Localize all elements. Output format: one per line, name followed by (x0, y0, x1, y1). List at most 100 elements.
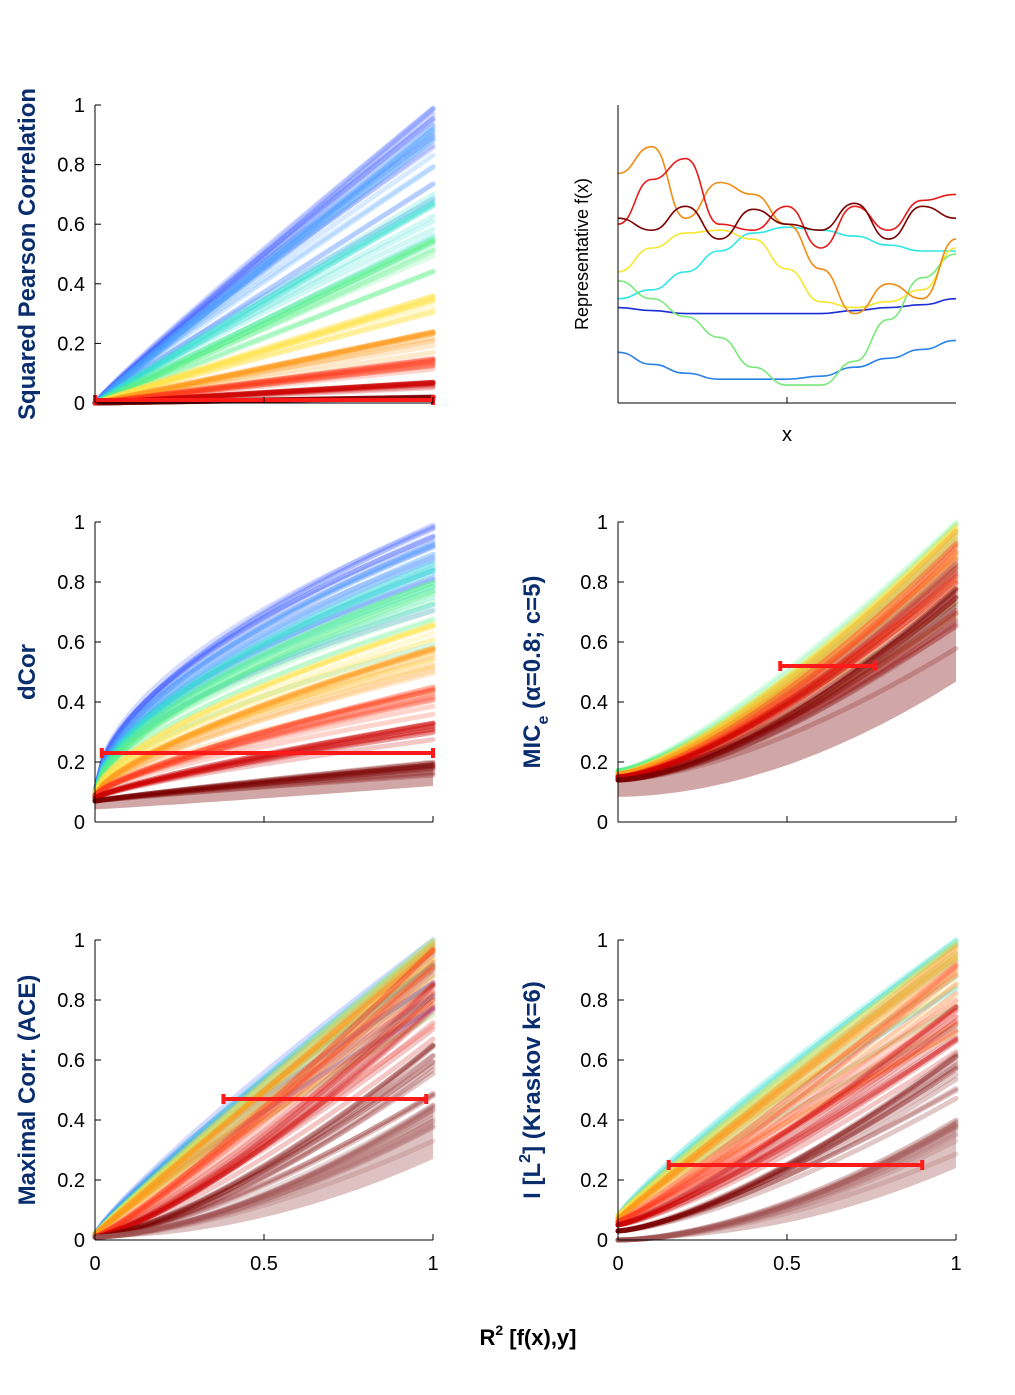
pearson-series-light-blue-curve-7 (92, 127, 436, 406)
mic-series-green-curve-8 (615, 569, 959, 774)
dcor-series-red-curve-11 (92, 703, 436, 798)
mi-series-yellow-curve-2 (615, 954, 959, 1219)
dcor-series-red-curve-12 (92, 684, 436, 798)
pearson-series-yellow-curve-4 (92, 298, 436, 406)
pearson-series-yellow-curve-10 (92, 310, 436, 406)
dcor-series-orange-curve-10 (92, 664, 436, 798)
pearson-series-yellow-curve-7 (92, 297, 436, 406)
shared-x-axis-label-rest: [f(x),y] (503, 1325, 576, 1350)
dcor-series-blue-curve-2 (92, 534, 436, 795)
ace-series-dark-red-curve-8 (92, 1005, 436, 1240)
mi-xtick-label-2: 1 (950, 1253, 961, 1275)
mic-ytick-label-1: 0.2 (580, 752, 608, 774)
mi-series-maroon-light-curve-11 (615, 1121, 959, 1243)
dcor-series-red-curve-8 (92, 693, 436, 798)
mic-series-maroon-curve-0 (615, 585, 959, 783)
mi-series-red-curve-13 (615, 1004, 959, 1225)
mic-series-dark-red-curve-13 (615, 610, 959, 780)
dcor-series-blue-curve-3 (92, 524, 436, 795)
ace-series-cyan-curve-1 (92, 941, 436, 1237)
mic-ytick-label-0: 0 (597, 812, 608, 834)
pearson-series-cyan-curve-1 (92, 195, 436, 406)
dcor-series-maroon-curve-9 (92, 762, 436, 804)
mi-y-axis-label-sup: 2 (517, 1154, 534, 1163)
mi-series-maroon-curve-6 (615, 1064, 959, 1234)
dcor-series-red-curve-13 (92, 711, 436, 798)
dcor-series-maroon-curve-7 (92, 765, 436, 804)
mi-series-red-curve-10 (615, 1026, 959, 1225)
ace-series-orange-curve-1 (92, 947, 436, 1237)
pearson-series-cyan-curve-5 (92, 203, 436, 406)
mic-series-dark-red-curve-1 (615, 566, 959, 780)
panel-pearson: 0 0.2 0.4 0.6 0.8 1 Squared Pearson Correlatio… (14, 88, 436, 420)
mic-series-maroon-curve-4 (615, 604, 959, 783)
ace-series-dark-red-curve-4 (92, 1004, 436, 1240)
ace-series-maroon-light-curve-2 (92, 1103, 436, 1240)
ace-series-red-curve-8 (92, 997, 436, 1240)
pearson-series-red-curve-3 (92, 358, 436, 406)
pearson-series-cyan-curve-12 (92, 226, 436, 406)
ace-series-yellow-curve-3 (92, 945, 436, 1237)
mi-series-maroon-curve-7 (615, 1076, 959, 1234)
panel-dcor: 0 0.2 0.4 0.6 0.8 1 dCor (14, 512, 436, 834)
mi-series-maroon-light-curve-9 (615, 1124, 959, 1243)
dcor-series-green-curve-12 (92, 583, 436, 795)
ace-series-dark-red-curve-9 (92, 1020, 436, 1240)
ace-series-yellow-curve-4 (92, 956, 436, 1237)
dcor-ytick-label-4: 0.8 (57, 572, 85, 594)
dcor-series-cyan-curve-9 (92, 588, 436, 795)
pearson-series-light-blue-curve-9 (92, 152, 436, 406)
pearson-series-orange-curve-10 (92, 338, 436, 406)
pearson-series-blue-curve-4 (92, 122, 436, 406)
ace-series-yellow-curve-0 (92, 937, 436, 1237)
ace-series-maroon-curve-5 (92, 1058, 436, 1240)
pearson-series-cyan-curve-7 (92, 219, 436, 406)
mic-y-axis-label-rest: (α=0.8; c=5) (519, 575, 546, 715)
mic-series-green-curve-0 (615, 519, 959, 774)
dcor-series-maroon-curve-12 (92, 766, 436, 804)
mi-series-orange-curve-0 (615, 943, 959, 1222)
dcor-series-cyan-curve-0 (92, 561, 436, 795)
ace-series-red-curve-7 (92, 951, 436, 1240)
mic-series-yellow-curve-4 (615, 532, 959, 777)
pearson-series-red-curve-10 (92, 361, 436, 406)
dcor-series-green-curve-11 (92, 587, 436, 795)
pearson-series-light-blue-curve-3 (92, 132, 436, 406)
mi-series-orange-curve-8 (615, 959, 959, 1222)
panel-mi: 0 0.2 0.4 0.6 0.8 1 0 0.5 1 I [L2] (Kraskov k=6) (517, 930, 962, 1275)
pearson-series-cyan-curve-11 (92, 234, 436, 406)
mi-series-cyan-curve-10 (615, 958, 959, 1219)
ace-series-cyan-curve-3 (92, 938, 436, 1237)
dcor-series-blue-curve-4 (92, 526, 436, 795)
mi-series-dark-red-curve-9 (615, 1028, 959, 1228)
ace-series-maroon-curve-8 (92, 1063, 436, 1240)
mi-y-axis-label-rest: ] (Kraskov k=6) (519, 981, 546, 1154)
pearson-series-cyan-curve-2 (92, 201, 436, 406)
dcor-series-yellow-curve-9 (92, 637, 436, 795)
ace-series-red-curve-9 (92, 971, 436, 1240)
pearson-ytick-label-0: 0 (74, 393, 85, 415)
dcor-series-orange-curve-2 (92, 652, 436, 798)
ace-series-cyan-curve-7 (92, 962, 436, 1237)
mic-series-green-curve-9 (615, 565, 959, 774)
ace-series-cyan-curve-11 (92, 982, 436, 1237)
dcor-ytick-label-1: 0.2 (57, 752, 85, 774)
mic-series-green-curve-4 (615, 529, 959, 774)
mi-series-maroon-curve-12 (615, 1095, 959, 1234)
dcor-series-light-blue-curve-1 (92, 541, 436, 795)
ace-series-yellow-curve-13 (92, 943, 436, 1237)
dcor-series-maroon-curve-5 (92, 760, 436, 804)
ace-series-red-curve-13 (92, 959, 436, 1240)
pearson-series-yellow-curve-13 (92, 293, 436, 406)
mi-series-maroon-light-curve-0 (615, 1117, 959, 1243)
ace-xtick-label-0: 0 (89, 1253, 100, 1275)
mi-ytick-label-1: 0.2 (580, 1170, 608, 1192)
ace-series-blue-curve-3 (92, 953, 436, 1237)
dcor-series-blue-curve-8 (92, 577, 436, 795)
ace-series-dark-red-curve-5 (92, 1008, 436, 1240)
dcor-series-orange-curve-6 (92, 655, 436, 798)
dcor-series-maroon-mass (95, 762, 433, 810)
ace-series-cyan-curve-0 (92, 937, 436, 1237)
dcor-series-green-curve-7 (92, 592, 436, 795)
pearson-series-green-curve-9 (92, 269, 436, 406)
